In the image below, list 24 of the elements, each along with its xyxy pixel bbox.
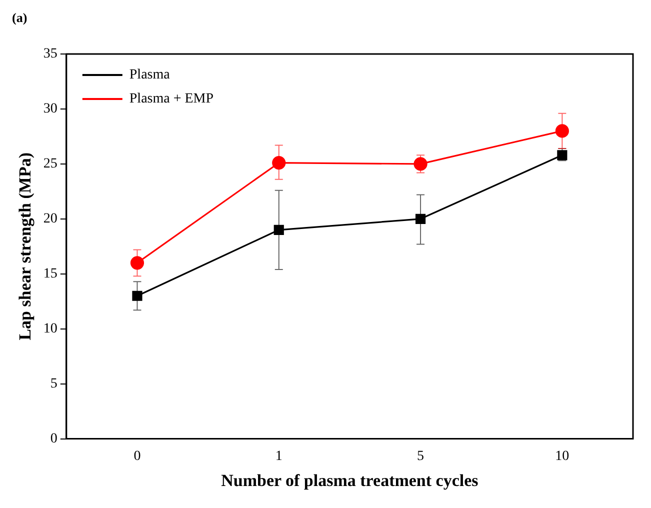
y-tick-label: 15 <box>43 266 58 282</box>
point <box>274 224 284 235</box>
y-tick-label: 35 <box>43 46 58 62</box>
point <box>415 214 426 224</box>
y-tick-label: 0 <box>50 431 58 446</box>
point <box>130 256 144 270</box>
y-axis-title: Lap shear strength (MPa) <box>16 152 35 340</box>
x-tick-label: 10 <box>555 448 570 464</box>
y-tick-label: 20 <box>43 212 58 227</box>
y-tick-label: 25 <box>43 156 58 172</box>
x-tick-label: 0 <box>134 448 141 464</box>
x-tick-label: 1 <box>275 448 282 464</box>
text: (a) <box>12 10 28 25</box>
y-tick-label: 30 <box>43 102 58 117</box>
y-tick-label: 10 <box>43 322 58 337</box>
legend-label: Plasma <box>129 68 171 83</box>
point <box>132 290 142 301</box>
point <box>272 156 286 170</box>
point <box>414 157 428 171</box>
x-tick-label: 5 <box>417 448 424 464</box>
y-tick-label: 5 <box>50 376 58 392</box>
legend-label: Plasma + EMP <box>129 92 214 107</box>
x-axis-title: Number of plasma treatment cycles <box>221 471 479 490</box>
point <box>555 124 569 138</box>
